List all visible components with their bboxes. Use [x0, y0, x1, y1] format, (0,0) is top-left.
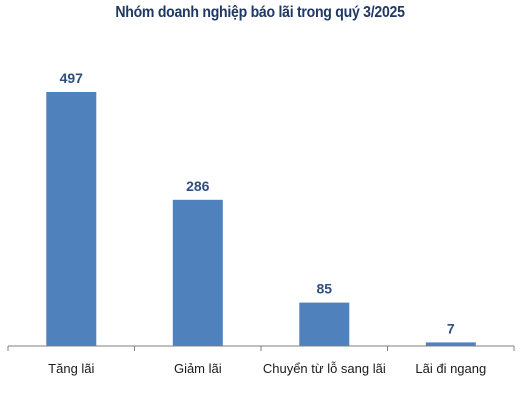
bars-layer	[46, 92, 476, 346]
bar	[425, 342, 476, 346]
data-label: 497	[60, 70, 84, 86]
data-label: 7	[447, 320, 455, 336]
category-label: Chuyển từ lỗ sang lãi	[263, 361, 386, 376]
bar	[299, 302, 350, 346]
category-label: Giảm lãi	[174, 361, 222, 376]
data-labels-layer: 497 286 85 7	[60, 70, 455, 336]
category-label: Lãi đi ngang	[415, 361, 486, 376]
category-label: Tăng lãi	[48, 361, 94, 376]
bar	[172, 199, 223, 346]
bar	[46, 92, 97, 346]
data-label: 85	[317, 281, 333, 297]
x-axis: Tăng lãi Giảm lãi Chuyển từ lỗ sang lãi Lãi…	[7, 345, 515, 376]
chart-title: Nhóm doanh nghiệp báo lãi trong quý 3/20…	[115, 4, 405, 21]
data-label: 286	[186, 178, 210, 194]
